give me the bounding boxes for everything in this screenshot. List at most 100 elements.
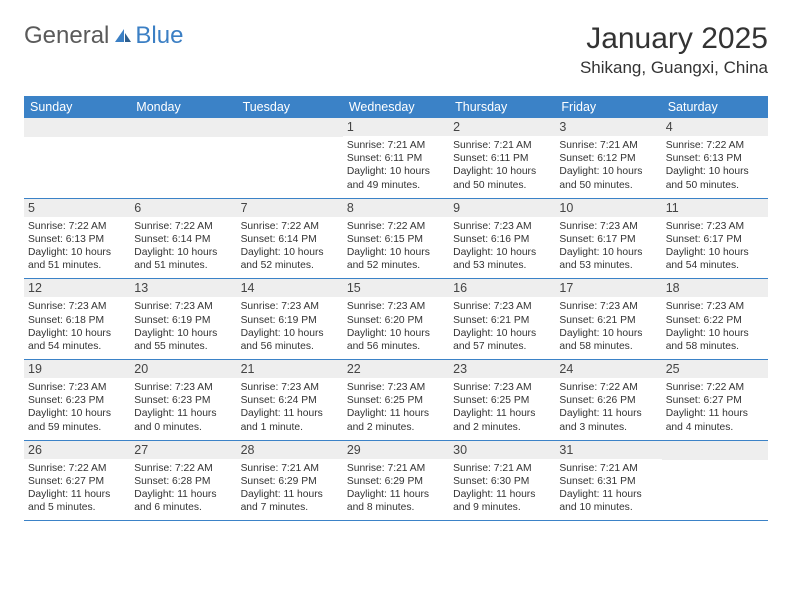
- day-cell: 11Sunrise: 7:23 AMSunset: 6:17 PMDayligh…: [662, 199, 768, 279]
- daylight-text: Daylight: 11 hours and 3 minutes.: [559, 407, 657, 433]
- header: General Blue January 2025 Shikang, Guang…: [0, 0, 792, 88]
- day-cell: 1Sunrise: 7:21 AMSunset: 6:11 PMDaylight…: [343, 118, 449, 198]
- sunrise-text: Sunrise: 7:23 AM: [347, 300, 445, 313]
- sunset-text: Sunset: 6:18 PM: [28, 314, 126, 327]
- daylight-text: Daylight: 10 hours and 51 minutes.: [28, 246, 126, 272]
- daylight-text: Daylight: 10 hours and 50 minutes.: [453, 165, 551, 191]
- day-info: Sunrise: 7:23 AMSunset: 6:18 PMDaylight:…: [28, 300, 126, 353]
- sunset-text: Sunset: 6:19 PM: [241, 314, 339, 327]
- daylight-text: Daylight: 11 hours and 8 minutes.: [347, 488, 445, 514]
- day-info: Sunrise: 7:23 AMSunset: 6:16 PMDaylight:…: [453, 220, 551, 273]
- daylight-text: Daylight: 11 hours and 2 minutes.: [347, 407, 445, 433]
- sunset-text: Sunset: 6:29 PM: [347, 475, 445, 488]
- daylight-text: Daylight: 11 hours and 1 minute.: [241, 407, 339, 433]
- day-info: Sunrise: 7:22 AMSunset: 6:15 PMDaylight:…: [347, 220, 445, 273]
- sunset-text: Sunset: 6:17 PM: [666, 233, 764, 246]
- day-number: 27: [130, 441, 236, 459]
- day-info: Sunrise: 7:22 AMSunset: 6:13 PMDaylight:…: [666, 139, 764, 192]
- day-number: 26: [24, 441, 130, 459]
- day-number: 20: [130, 360, 236, 378]
- sunrise-text: Sunrise: 7:21 AM: [559, 462, 657, 475]
- sunset-text: Sunset: 6:22 PM: [666, 314, 764, 327]
- day-cell: 31Sunrise: 7:21 AMSunset: 6:31 PMDayligh…: [555, 441, 661, 521]
- sunrise-text: Sunrise: 7:21 AM: [453, 139, 551, 152]
- week-row: 12Sunrise: 7:23 AMSunset: 6:18 PMDayligh…: [24, 279, 768, 360]
- sunset-text: Sunset: 6:19 PM: [134, 314, 232, 327]
- day-cell: 6Sunrise: 7:22 AMSunset: 6:14 PMDaylight…: [130, 199, 236, 279]
- sunset-text: Sunset: 6:17 PM: [559, 233, 657, 246]
- daylight-text: Daylight: 10 hours and 57 minutes.: [453, 327, 551, 353]
- sunset-text: Sunset: 6:31 PM: [559, 475, 657, 488]
- sunset-text: Sunset: 6:24 PM: [241, 394, 339, 407]
- sunrise-text: Sunrise: 7:23 AM: [666, 220, 764, 233]
- daylight-text: Daylight: 10 hours and 55 minutes.: [134, 327, 232, 353]
- sunset-text: Sunset: 6:27 PM: [666, 394, 764, 407]
- sunrise-text: Sunrise: 7:21 AM: [453, 462, 551, 475]
- day-cell: 27Sunrise: 7:22 AMSunset: 6:28 PMDayligh…: [130, 441, 236, 521]
- day-cell: 9Sunrise: 7:23 AMSunset: 6:16 PMDaylight…: [449, 199, 555, 279]
- sunrise-text: Sunrise: 7:23 AM: [28, 381, 126, 394]
- day-number: 22: [343, 360, 449, 378]
- daylight-text: Daylight: 10 hours and 56 minutes.: [241, 327, 339, 353]
- day-header: Monday: [130, 96, 236, 118]
- day-number: 12: [24, 279, 130, 297]
- sunrise-text: Sunrise: 7:23 AM: [347, 381, 445, 394]
- sunrise-text: Sunrise: 7:23 AM: [28, 300, 126, 313]
- day-cell: 24Sunrise: 7:22 AMSunset: 6:26 PMDayligh…: [555, 360, 661, 440]
- day-cell: 29Sunrise: 7:21 AMSunset: 6:29 PMDayligh…: [343, 441, 449, 521]
- day-header: Wednesday: [343, 96, 449, 118]
- sunset-text: Sunset: 6:15 PM: [347, 233, 445, 246]
- week-row: 26Sunrise: 7:22 AMSunset: 6:27 PMDayligh…: [24, 441, 768, 522]
- sunrise-text: Sunrise: 7:21 AM: [559, 139, 657, 152]
- day-info: Sunrise: 7:23 AMSunset: 6:21 PMDaylight:…: [559, 300, 657, 353]
- day-cell: 12 Sunrise: 7:23 AMSunset: 6:18 PMDayligh…: [24, 279, 130, 359]
- day-info: Sunrise: 7:23 AMSunset: 6:21 PMDaylight:…: [453, 300, 551, 353]
- day-info: Sunrise: 7:23 AMSunset: 6:25 PMDaylight:…: [347, 381, 445, 434]
- daylight-text: Daylight: 11 hours and 0 minutes.: [134, 407, 232, 433]
- daylight-text: Daylight: 10 hours and 58 minutes.: [559, 327, 657, 353]
- sunset-text: Sunset: 6:14 PM: [241, 233, 339, 246]
- day-number: 17: [555, 279, 661, 297]
- sunset-text: Sunset: 6:12 PM: [559, 152, 657, 165]
- sunrise-text: Sunrise: 7:22 AM: [241, 220, 339, 233]
- day-info: Sunrise: 7:21 AMSunset: 6:11 PMDaylight:…: [347, 139, 445, 192]
- sunrise-text: Sunrise: 7:22 AM: [559, 381, 657, 394]
- day-cell: 25Sunrise: 7:22 AMSunset: 6:27 PMDayligh…: [662, 360, 768, 440]
- day-number: 21: [237, 360, 343, 378]
- day-cell: 20Sunrise: 7:23 AMSunset: 6:23 PMDayligh…: [130, 360, 236, 440]
- sunrise-text: Sunrise: 7:21 AM: [347, 462, 445, 475]
- location: Shikang, Guangxi, China: [580, 58, 768, 78]
- sunset-text: Sunset: 6:20 PM: [347, 314, 445, 327]
- day-cell: 4Sunrise: 7:22 AMSunset: 6:13 PMDaylight…: [662, 118, 768, 198]
- daylight-text: Daylight: 10 hours and 53 minutes.: [559, 246, 657, 272]
- daylight-text: Daylight: 11 hours and 6 minutes.: [134, 488, 232, 514]
- daylight-text: Daylight: 10 hours and 52 minutes.: [347, 246, 445, 272]
- sunrise-text: Sunrise: 7:23 AM: [453, 381, 551, 394]
- day-number: 13: [130, 279, 236, 297]
- day-number: 3: [555, 118, 661, 136]
- day-number: 8: [343, 199, 449, 217]
- sunrise-text: Sunrise: 7:22 AM: [666, 381, 764, 394]
- day-number: 16: [449, 279, 555, 297]
- day-number-empty: [24, 118, 130, 137]
- day-info: Sunrise: 7:21 AMSunset: 6:29 PMDaylight:…: [241, 462, 339, 515]
- daylight-text: Daylight: 10 hours and 59 minutes.: [28, 407, 126, 433]
- day-cell: 8 Sunrise: 7:22 AMSunset: 6:15 PMDaylight…: [343, 199, 449, 279]
- day-info: Sunrise: 7:22 AMSunset: 6:13 PMDaylight:…: [28, 220, 126, 273]
- sunrise-text: Sunrise: 7:23 AM: [453, 300, 551, 313]
- sunset-text: Sunset: 6:25 PM: [453, 394, 551, 407]
- day-number: 15: [343, 279, 449, 297]
- day-info: Sunrise: 7:21 AMSunset: 6:12 PMDaylight:…: [559, 139, 657, 192]
- day-info: Sunrise: 7:23 AMSunset: 6:24 PMDaylight:…: [241, 381, 339, 434]
- sunset-text: Sunset: 6:21 PM: [559, 314, 657, 327]
- sunrise-text: Sunrise: 7:23 AM: [666, 300, 764, 313]
- sunset-text: Sunset: 6:14 PM: [134, 233, 232, 246]
- sunrise-text: Sunrise: 7:22 AM: [666, 139, 764, 152]
- sunset-text: Sunset: 6:23 PM: [134, 394, 232, 407]
- calendar: SundayMondayTuesdayWednesdayThursdayFrid…: [24, 96, 768, 521]
- sunrise-text: Sunrise: 7:23 AM: [453, 220, 551, 233]
- title-block: January 2025 Shikang, Guangxi, China: [580, 22, 768, 78]
- sunrise-text: Sunrise: 7:23 AM: [241, 300, 339, 313]
- daylight-text: Daylight: 10 hours and 54 minutes.: [28, 327, 126, 353]
- day-header: Saturday: [662, 96, 768, 118]
